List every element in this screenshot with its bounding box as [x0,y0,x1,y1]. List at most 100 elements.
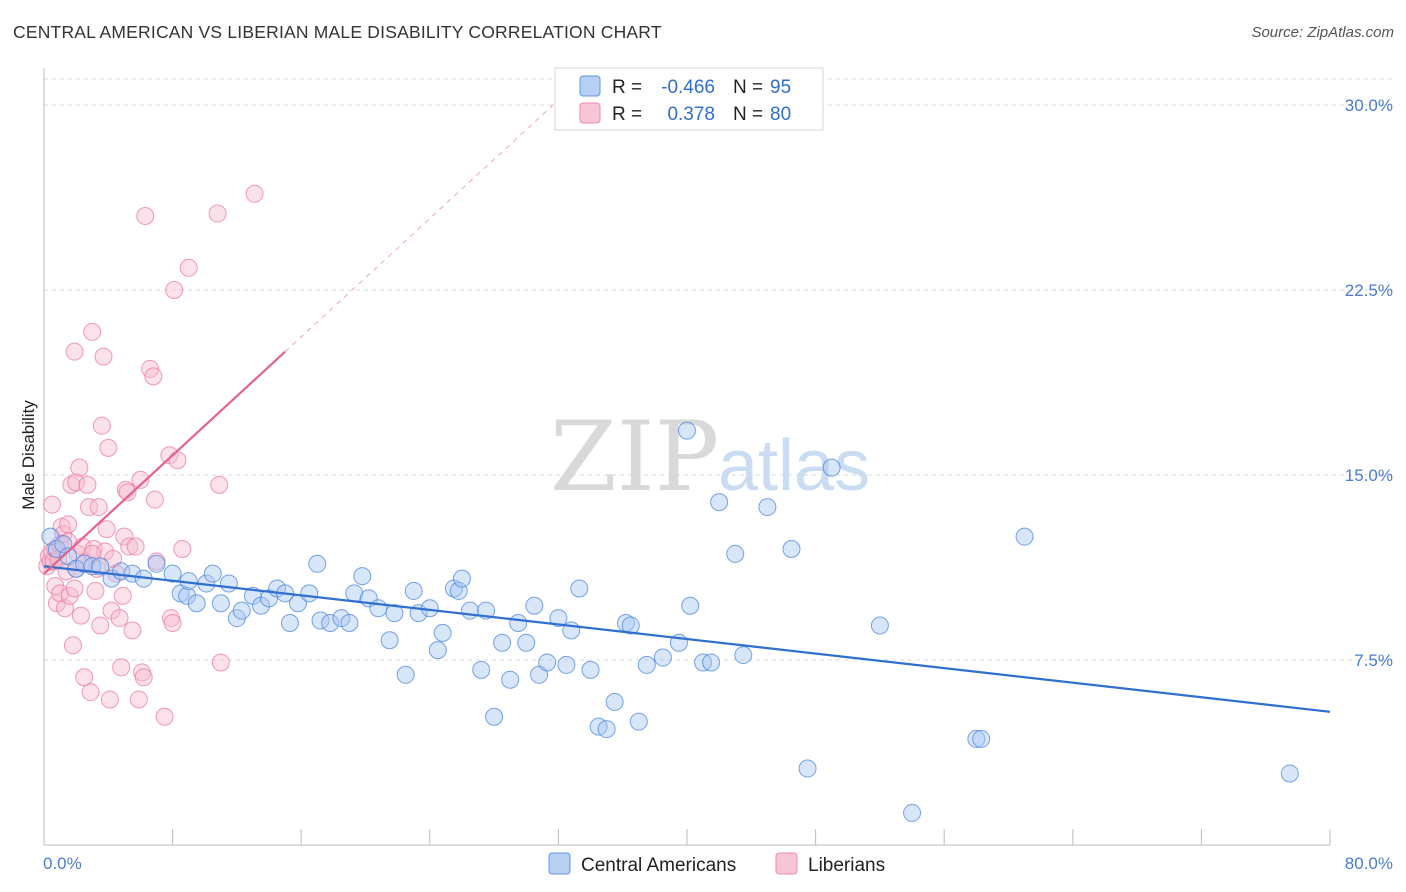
central-american-point [637,655,656,674]
central-american-point [972,729,991,748]
trend-line-liberians [43,350,286,575]
liberian-point [123,621,142,640]
central-american-point [549,609,568,628]
legend-n-value-2: 80 [770,104,791,125]
central-american-point [428,641,447,660]
trend-line-central-americans [43,565,1331,713]
series-legend: Central Americans Liberians [548,852,885,876]
y-tick-label: 15.0% [1345,466,1393,485]
legend-r-label-2: R = [612,104,642,125]
central-american-point [280,614,299,632]
legend-r-value-2: 0.378 [667,104,715,125]
central-american-point [501,670,520,689]
central-american-point [163,564,182,583]
x-tick-label-max: 80.0% [1345,854,1393,873]
central-american-point [702,653,721,672]
liberian-point [163,614,182,632]
central-american-point [321,614,340,632]
liberian-point [80,498,99,517]
gridlines [44,78,1392,661]
liberian-point [173,540,192,558]
central-american-point [822,458,841,477]
liberian-point [70,458,89,477]
central-american-point [340,614,359,632]
liberian-point [112,658,131,677]
chart-title: CENTRAL AMERICAN VS LIBERIAN MALE DISABI… [13,22,662,42]
liberian-point [65,579,84,598]
liberian-point [67,473,86,492]
central-american-point [187,594,206,613]
central-american-point [380,631,399,650]
liberian-point [86,581,105,600]
central-american-point [581,660,600,679]
y-tick-labels: 7.5% 15.0% 22.5% 30.0% [1345,96,1393,670]
x-axis-ticks [43,829,1331,845]
central-american-point [653,648,672,667]
central-american-point [517,633,536,652]
liberian-point [83,322,102,341]
liberian-point [65,342,84,361]
central-american-point [353,567,372,586]
chart-source: Source: ZipAtlas.com [1251,24,1394,41]
trend-line-liberians-extension [284,99,559,353]
liberian-point [81,683,100,702]
central-american-point [123,564,142,583]
central-american-point [369,599,388,618]
liberian-point [71,606,90,625]
central-american-point [460,601,479,620]
central-american-point [203,564,222,583]
central-american-point [219,574,238,593]
liberian-point [210,475,229,494]
liberian-point [168,451,187,470]
liberian-point [92,416,111,435]
central-american-point [903,803,922,822]
series-liberians [38,184,264,726]
trend-lines [43,99,1331,713]
liberian-point [134,668,153,687]
liberian-point [165,281,184,299]
central-american-point [734,646,753,665]
central-american-point [758,498,777,517]
liberian-point [136,207,155,225]
central-american-point [870,616,889,635]
legend-n-value-1: 95 [770,77,791,98]
central-american-point [710,493,729,512]
liberian-point [118,483,137,502]
liberian-point [89,498,108,517]
central-american-point [605,692,624,711]
central-american-point [678,421,696,440]
central-american-point [452,569,471,588]
liberian-point [110,609,129,628]
liberian-point [97,520,116,539]
central-american-point [557,655,576,674]
central-american-point [493,633,512,652]
central-american-point [485,707,504,726]
central-american-point [433,623,452,642]
legend-n-label-2: N = [733,104,763,125]
liberian-point [245,184,264,203]
liberian-point [113,586,132,605]
central-american-point [629,712,648,731]
legend-swatch-pink [579,102,601,124]
central-american-point [385,604,404,623]
liberian-point [131,470,150,489]
liberian-point [75,668,94,687]
central-american-point [509,614,528,632]
central-american-point [525,596,544,615]
y-axis-title: Male Disability [19,400,38,510]
y-tick-label: 22.5% [1345,281,1393,300]
central-american-point [232,601,251,620]
central-american-point [621,616,640,635]
central-american-point [178,586,197,605]
liberian-point [100,690,119,709]
liberian-point [145,490,164,509]
liberian-point [91,616,110,635]
liberian-point [59,515,78,534]
liberian-point [63,636,82,655]
central-american-point [782,540,801,558]
liberian-point [62,475,81,494]
central-american-point [1015,527,1034,546]
central-american-point [726,544,745,563]
bottom-legend-liberians: Liberians [808,855,885,876]
